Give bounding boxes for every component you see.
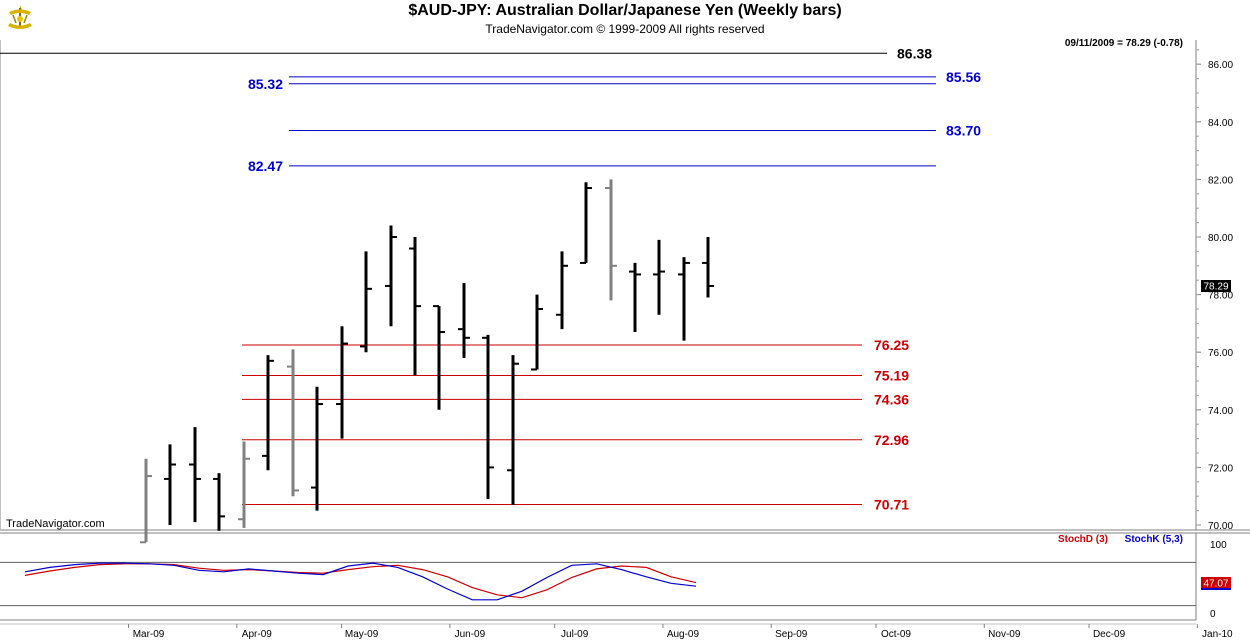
last-price-box xyxy=(1201,280,1231,292)
time-axis-label: Nov-09 xyxy=(988,629,1021,640)
price-axis-label: 74.00 xyxy=(1208,406,1233,417)
time-axis-label: Sep-09 xyxy=(775,629,808,640)
price-axis-label: 78.00 xyxy=(1208,291,1233,302)
stoch-axis-label: 0 xyxy=(1210,609,1216,620)
level-label: 70.71 xyxy=(874,497,909,513)
time-axis-label: Oct-09 xyxy=(881,629,911,640)
time-axis-label: Jul-09 xyxy=(561,629,589,640)
stoch-k-line xyxy=(24,562,697,601)
time-axis: Mar-09 Apr-09 May-09 Jun-09 Jul-09 Aug-09 Sep-… xyxy=(128,624,1233,640)
chart-title: $AUD-JPY: Australian Dollar/Japanese Yen… xyxy=(408,2,842,19)
stoch-d-line xyxy=(24,563,697,599)
level-label: 83.70 xyxy=(946,122,981,138)
time-axis-label: Aug-09 xyxy=(667,629,700,640)
level-label: 76.25 xyxy=(874,337,909,353)
levels-layer: 86.38 85.56 85.32 83.70 82.47 76.25 75.19 74.36… xyxy=(0,45,981,513)
stoch-k-legend: StochK (5,3) xyxy=(1125,534,1183,545)
level-label: 72.96 xyxy=(874,432,909,448)
trade-navigator-logo-icon xyxy=(8,5,32,29)
price-axis-label: 82.00 xyxy=(1208,175,1233,186)
last-price-label: 78.29 xyxy=(1203,282,1228,293)
stoch-d-value-box xyxy=(1201,577,1231,588)
time-axis-label: Apr-09 xyxy=(242,629,272,640)
level-label: 82.47 xyxy=(248,158,283,174)
price-axis-label: 72.00 xyxy=(1208,463,1233,474)
stoch-axis-label: 100 xyxy=(1210,540,1227,551)
status-info: 09/11/2009 = 78.29 (-0.78) xyxy=(1065,38,1183,49)
price-axis: 86.00 84.00 82.00 80.00 78.00 76.00 74.00 72.00… xyxy=(1196,49,1233,532)
level-label: 75.19 xyxy=(874,368,909,384)
time-axis-label: Jan-10 xyxy=(1202,629,1233,640)
time-axis-label: Jun-09 xyxy=(455,629,486,640)
stoch-d-value: 47.07 xyxy=(1203,579,1228,590)
time-axis-label: Dec-09 xyxy=(1093,629,1126,640)
level-label: 85.32 xyxy=(248,76,283,92)
price-axis-label: 84.00 xyxy=(1208,118,1233,129)
bars-layer xyxy=(140,179,714,544)
time-axis-label: May-09 xyxy=(345,629,379,640)
stochastic-panel: 100040.3347.07 xyxy=(0,540,1231,620)
price-axis-label: 70.00 xyxy=(1208,521,1233,532)
price-axis-label: 80.00 xyxy=(1208,233,1233,244)
level-label: 85.56 xyxy=(946,69,981,85)
price-axis-label: 76.00 xyxy=(1208,348,1233,359)
time-axis-label: Mar-09 xyxy=(133,629,165,640)
price-axis-label: 86.00 xyxy=(1208,60,1233,71)
stoch-d-legend: StochD (3) xyxy=(1058,534,1108,545)
level-label: 74.36 xyxy=(874,391,909,407)
level-label: 86.38 xyxy=(897,45,932,61)
chart-header: $AUD-JPY: Australian Dollar/Japanese Yen… xyxy=(0,0,1250,40)
watermark: TradeNavigator.com xyxy=(6,518,105,530)
chart-subtitle: TradeNavigator.com © 1999-2009 All right… xyxy=(485,22,765,36)
